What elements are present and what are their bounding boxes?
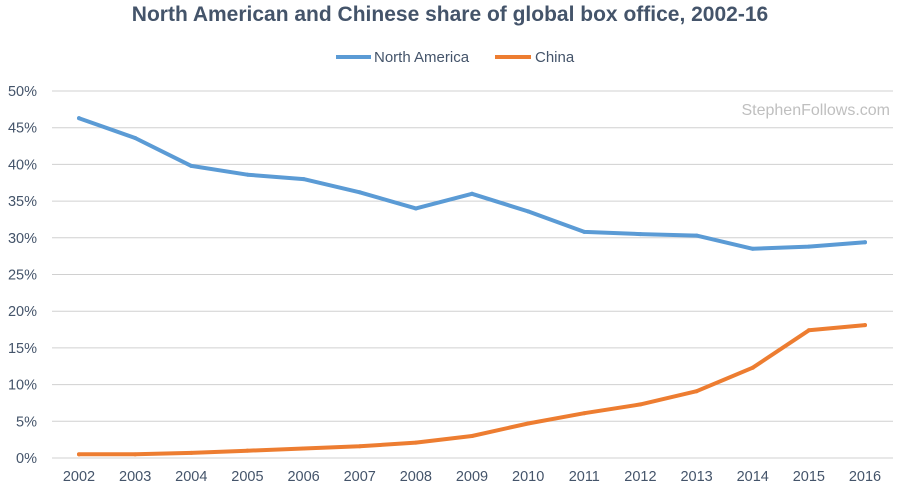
x-tick-label: 2009 xyxy=(456,469,488,485)
gridlines xyxy=(52,90,893,459)
x-axis-ticks: 2002 2003 2004 2005 2006 2007 2008 2009 2010 2011… xyxy=(63,469,881,485)
x-tick-label: 2004 xyxy=(175,469,207,485)
y-tick-label: 15% xyxy=(8,341,37,357)
data-point-china[interactable] xyxy=(77,452,81,457)
x-tick-label: 2011 xyxy=(569,469,600,485)
legend-label-north-america: North America xyxy=(374,49,470,66)
data-point-north-america[interactable] xyxy=(133,135,138,140)
x-tick-label: 2002 xyxy=(63,469,95,485)
data-point-north-america[interactable] xyxy=(189,163,194,168)
series-lines xyxy=(77,116,867,457)
y-tick-label: 0% xyxy=(16,451,37,467)
data-point-china[interactable] xyxy=(357,444,362,449)
legend-item-north-america[interactable]: North America xyxy=(336,49,470,66)
series-line-north-america[interactable] xyxy=(77,116,867,251)
legend: North America China xyxy=(336,49,575,66)
y-axis-ticks: 0% 5% 10% 15% 20% 25% 30% 35% 40% 45% 50% xyxy=(8,84,37,467)
y-tick-label: 30% xyxy=(8,231,37,247)
x-tick-label: 2012 xyxy=(624,469,656,485)
x-tick-label: 2014 xyxy=(737,469,769,485)
data-point-north-america[interactable] xyxy=(357,190,362,195)
x-tick-label: 2010 xyxy=(512,469,544,485)
y-tick-label: 20% xyxy=(8,304,37,320)
data-point-china[interactable] xyxy=(189,450,194,455)
data-point-north-america[interactable] xyxy=(470,191,474,196)
data-point-north-america[interactable] xyxy=(694,233,699,238)
chart-title: North American and Chinese share of glob… xyxy=(132,3,768,26)
x-tick-label: 2016 xyxy=(849,469,881,485)
data-point-china[interactable] xyxy=(526,421,531,426)
data-point-north-america[interactable] xyxy=(806,244,811,249)
x-tick-label: 2008 xyxy=(400,469,432,485)
data-point-china[interactable] xyxy=(694,389,699,394)
x-tick-label: 2015 xyxy=(793,469,825,485)
legend-item-china[interactable]: China xyxy=(495,49,575,66)
data-point-north-america[interactable] xyxy=(863,240,867,245)
data-point-north-america[interactable] xyxy=(750,246,755,251)
x-tick-label: 2006 xyxy=(287,469,319,485)
x-tick-label: 2005 xyxy=(231,469,263,485)
y-tick-label: 40% xyxy=(8,157,37,173)
data-point-china[interactable] xyxy=(470,433,474,438)
x-tick-label: 2003 xyxy=(119,469,151,485)
watermark-text: StephenFollows.com xyxy=(741,102,890,119)
y-tick-label: 50% xyxy=(8,84,37,100)
data-point-china[interactable] xyxy=(806,328,811,333)
data-point-north-america[interactable] xyxy=(582,229,587,234)
data-point-china[interactable] xyxy=(638,402,643,407)
data-point-china[interactable] xyxy=(582,411,587,416)
x-tick-label: 2007 xyxy=(344,469,376,485)
data-point-china[interactable] xyxy=(245,448,250,453)
x-tick-label: 2013 xyxy=(680,469,712,485)
data-point-china[interactable] xyxy=(750,365,755,370)
data-point-north-america[interactable] xyxy=(413,206,418,211)
data-point-north-america[interactable] xyxy=(526,209,531,214)
data-point-china[interactable] xyxy=(863,323,867,328)
data-point-china[interactable] xyxy=(301,446,306,451)
y-tick-label: 25% xyxy=(8,268,37,284)
y-tick-label: 35% xyxy=(8,194,37,210)
data-point-north-america[interactable] xyxy=(638,232,643,237)
y-tick-label: 45% xyxy=(8,121,37,137)
y-tick-label: 5% xyxy=(16,414,37,430)
data-point-china[interactable] xyxy=(413,440,418,445)
y-tick-label: 10% xyxy=(8,378,37,394)
data-point-china[interactable] xyxy=(133,452,138,457)
data-point-north-america[interactable] xyxy=(77,116,81,121)
data-point-north-america[interactable] xyxy=(245,172,250,177)
legend-label-china: China xyxy=(535,49,575,66)
data-point-north-america[interactable] xyxy=(301,177,306,182)
